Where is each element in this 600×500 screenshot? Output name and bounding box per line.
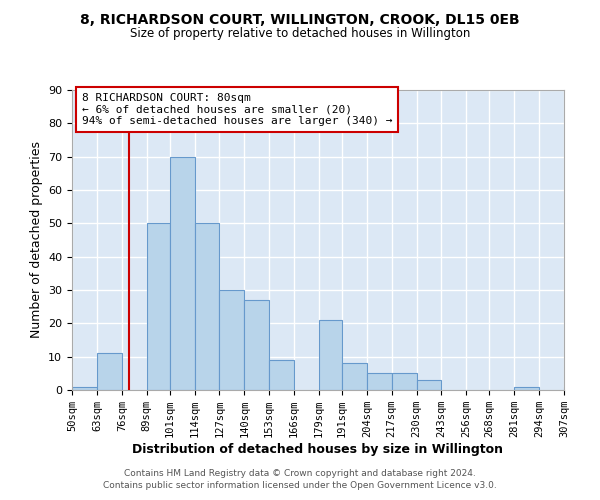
Bar (220, 290, 244, 390)
Text: 8 RICHARDSON COURT: 80sqm
← 6% of detached houses are smaller (20)
94% of semi-d: 8 RICHARDSON COURT: 80sqm ← 6% of detach… (82, 93, 392, 126)
Text: Contains public sector information licensed under the Open Government Licence v3: Contains public sector information licen… (103, 481, 497, 490)
Bar (564, 386, 589, 390)
Bar (392, 374, 416, 390)
Bar (416, 380, 442, 390)
Bar (97, 354, 122, 390)
X-axis label: Distribution of detached houses by size in Willington: Distribution of detached houses by size … (133, 443, 503, 456)
Text: 8, RICHARDSON COURT, WILLINGTON, CROOK, DL15 0EB: 8, RICHARDSON COURT, WILLINGTON, CROOK, … (80, 12, 520, 26)
Y-axis label: Number of detached properties: Number of detached properties (29, 142, 43, 338)
Bar (319, 320, 342, 390)
Bar (342, 364, 367, 390)
Bar (367, 374, 392, 390)
Text: Size of property relative to detached houses in Willington: Size of property relative to detached ho… (130, 28, 470, 40)
Bar (72, 386, 97, 390)
Bar (146, 224, 170, 390)
Bar (170, 156, 194, 390)
Text: Contains HM Land Registry data © Crown copyright and database right 2024.: Contains HM Land Registry data © Crown c… (124, 468, 476, 477)
Bar (269, 360, 294, 390)
Bar (194, 224, 220, 390)
Bar (514, 386, 539, 390)
Bar (244, 300, 269, 390)
